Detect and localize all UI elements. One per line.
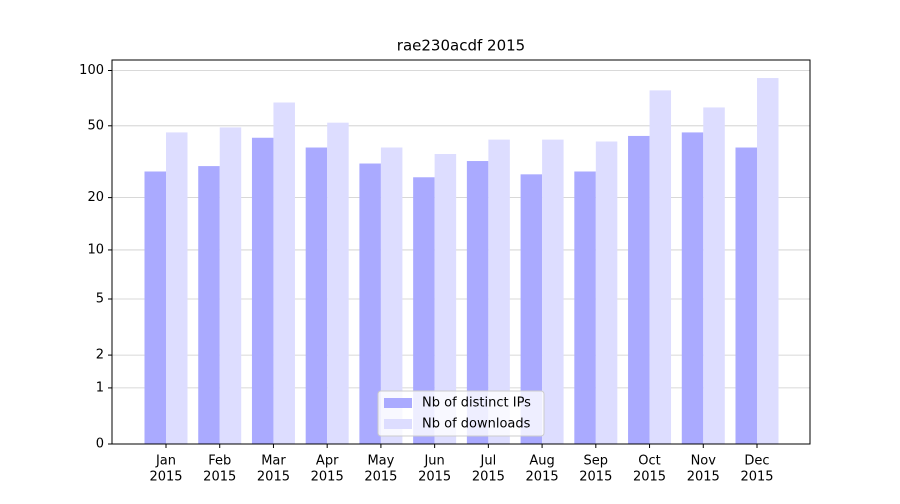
x-tick-label: 2015 <box>149 470 182 485</box>
x-tick-label: Nov <box>691 454 717 469</box>
y-tick-label: 50 <box>87 118 104 133</box>
plot-frame <box>111 59 811 445</box>
bar <box>219 127 242 445</box>
x-tick-label: May <box>367 454 394 469</box>
x-tick-label: Feb <box>208 454 231 469</box>
bar <box>628 135 650 444</box>
legend-swatch <box>384 398 412 408</box>
y-tick-label: 5 <box>96 291 104 306</box>
legend-label: Nb of downloads <box>422 417 531 432</box>
x-tick-label: Jan <box>155 454 176 469</box>
x-tick-label: Sep <box>584 454 609 469</box>
bar <box>703 107 725 444</box>
legend-swatch <box>384 419 412 429</box>
x-tick-label: Apr <box>316 454 339 469</box>
bar <box>327 122 349 444</box>
chart-title: rae230acdf 2015 <box>397 37 525 55</box>
bar <box>166 132 188 445</box>
x-tick-label: 2015 <box>311 470 344 485</box>
y-tick-label: 1 <box>96 380 104 395</box>
bar <box>520 174 543 445</box>
legend-label: Nb of distinct IPs <box>422 396 531 411</box>
y-tick-label: 2 <box>96 348 104 363</box>
x-tick-label: 2015 <box>633 470 666 485</box>
y-tick-label: 100 <box>79 63 104 78</box>
bar <box>251 137 274 444</box>
bar <box>198 166 220 444</box>
bar <box>595 141 618 445</box>
x-tick-label: Jul <box>480 454 497 469</box>
x-tick-label: 2015 <box>257 470 290 485</box>
x-tick-label: 2015 <box>364 470 397 485</box>
y-tick-label: 0 <box>96 437 104 452</box>
bar <box>434 153 457 444</box>
x-tick-label: 2015 <box>740 470 773 485</box>
bar <box>542 139 564 444</box>
bar <box>144 171 166 444</box>
x-tick-label: 2015 <box>687 470 720 485</box>
bar <box>359 163 381 444</box>
x-tick-label: Mar <box>261 454 286 469</box>
bar <box>649 90 672 444</box>
x-tick-label: 2015 <box>526 470 559 485</box>
y-tick-label: 20 <box>87 190 104 205</box>
bar <box>305 147 328 444</box>
bar <box>574 171 596 444</box>
x-tick-label: Aug <box>529 454 554 469</box>
bar <box>735 147 757 444</box>
legend-box <box>377 390 545 437</box>
y-tick-label: 10 <box>87 242 104 257</box>
x-tick-label: 2015 <box>203 470 236 485</box>
bar <box>488 139 510 444</box>
x-tick-label: Jun <box>423 454 444 469</box>
bar <box>681 132 704 445</box>
x-tick-label: Oct <box>638 454 660 469</box>
bar <box>757 78 779 445</box>
x-tick-label: 2015 <box>472 470 505 485</box>
bar <box>380 147 403 444</box>
x-tick-label: Dec <box>744 454 769 469</box>
x-tick-label: 2015 <box>418 470 451 485</box>
bar <box>466 161 489 444</box>
bar <box>273 102 295 444</box>
bar <box>413 177 435 445</box>
x-tick-label: 2015 <box>579 470 612 485</box>
